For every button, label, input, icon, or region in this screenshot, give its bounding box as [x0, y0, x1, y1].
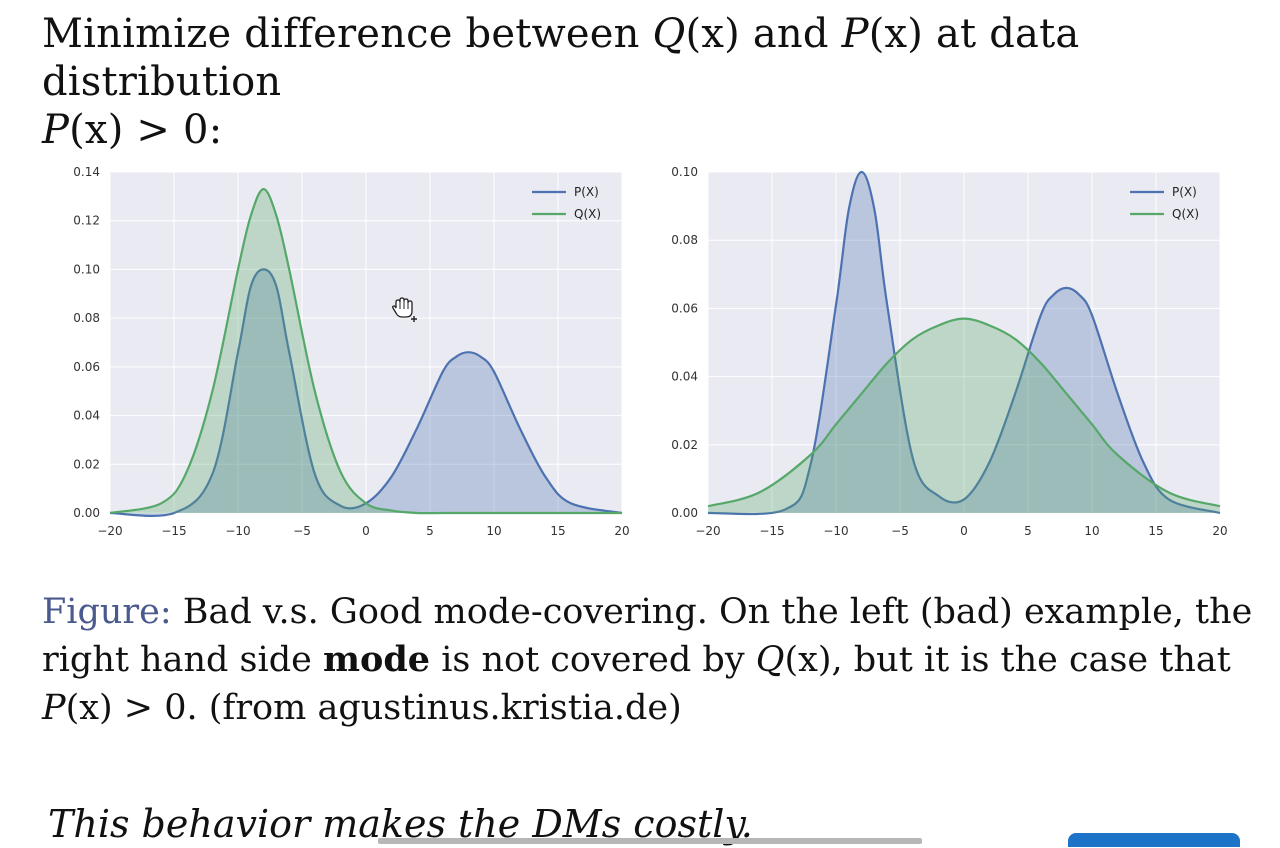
series-area-Q(X)	[708, 318, 1220, 513]
caption-text-4: > 0. (from agustinus.kristia.de)	[112, 688, 682, 728]
figure-label: Figure:	[42, 592, 172, 632]
heading-p-arg: (x)	[868, 11, 924, 57]
legend-label: Q(X)	[574, 207, 601, 221]
series-line-P(X)	[707, 170, 1221, 516]
series-line-Q(X)	[707, 317, 1221, 508]
caption-q-symbol: Q	[755, 640, 785, 680]
legend-label: P(X)	[574, 185, 599, 199]
x-tick-label: −5	[293, 524, 311, 538]
y-tick-label: 0.10	[671, 165, 698, 179]
heading-q-arg: (x)	[685, 11, 740, 57]
caption-text-3: , but it is the case that	[831, 640, 1231, 680]
legend-label: P(X)	[1172, 185, 1197, 199]
series-line-Q(X)	[109, 187, 622, 515]
video-progress-bar[interactable]	[378, 838, 922, 844]
y-tick-label: 0.00	[671, 506, 698, 520]
heading-text-prefix: Minimize difference between	[42, 11, 653, 57]
y-tick-label: 0.04	[73, 409, 100, 423]
x-tick-label: −10	[225, 524, 250, 538]
x-tick-label: 5	[426, 524, 434, 538]
y-tick-label: 0.12	[73, 214, 100, 228]
x-tick-label: −5	[891, 524, 909, 538]
series-area-P(X)	[708, 172, 1220, 515]
y-tick-label: 0.00	[73, 506, 100, 520]
x-tick-label: 10	[1084, 524, 1099, 538]
caption-text-1: Bad v.s. Good mode-covering. On the left…	[42, 592, 1253, 680]
y-tick-label: 0.02	[671, 438, 698, 452]
caption-text-2: is not covered by	[430, 640, 756, 680]
heading-line2-x: (x)	[69, 107, 124, 153]
y-tick-label: 0.06	[73, 360, 100, 374]
y-tick-label: 0.02	[73, 457, 100, 471]
x-tick-label: 5	[1024, 524, 1032, 538]
figure-caption: Figure: Bad v.s. Good mode-covering. On …	[42, 588, 1272, 732]
chart-right: −20 −15 −10 −5 0 5 10 15 20 0.00 0.02 0.04 0.06 0.08 0…	[671, 165, 1227, 538]
caption-q-arg: (x)	[784, 640, 832, 680]
x-tick-label: 0	[362, 524, 370, 538]
y-tick-label: 0.08	[671, 233, 698, 247]
caption-bold-mode: mode	[322, 639, 431, 680]
x-tick-label: 20	[1212, 524, 1227, 538]
x-tick-label: 10	[486, 524, 501, 538]
x-tick-label: −15	[161, 524, 186, 538]
slide-heading: Minimize difference between Q(x) and P(x…	[42, 10, 1272, 154]
y-tick-label: 0.06	[671, 301, 698, 315]
legend-label: Q(X)	[1172, 207, 1199, 221]
caption-p-symbol: P	[42, 688, 66, 728]
blue-action-button[interactable]	[1068, 833, 1240, 847]
y-tick-label: 0.10	[73, 262, 100, 276]
hand-cursor-icon	[390, 296, 420, 328]
heading-q-symbol: Q	[652, 11, 686, 57]
chart-left: −20 −15 −10 −5 0 5 10 15 20 0.00 0.02 0.04 0.06 0.08 0…	[73, 165, 629, 538]
x-tick-label: 15	[1148, 524, 1163, 538]
x-tick-label: −20	[695, 524, 720, 538]
x-tick-label: 15	[550, 524, 565, 538]
x-tick-label: 20	[614, 524, 629, 538]
heading-line2-rest: > 0:	[123, 107, 223, 153]
caption-p-arg: (x)	[65, 688, 113, 728]
y-tick-label: 0.04	[671, 370, 698, 384]
x-tick-label: −15	[759, 524, 784, 538]
heading-and: and	[739, 11, 842, 57]
x-tick-label: −20	[97, 524, 122, 538]
heading-suffix: at data distribution	[42, 11, 1080, 105]
heading-p-symbol: P	[841, 11, 869, 57]
y-tick-label: 0.14	[73, 165, 100, 179]
heading-line2-p: P	[42, 107, 70, 153]
series-area-P(X)	[110, 269, 622, 516]
x-tick-label: 0	[960, 524, 968, 538]
y-tick-label: 0.08	[73, 311, 100, 325]
x-tick-label: −10	[823, 524, 848, 538]
